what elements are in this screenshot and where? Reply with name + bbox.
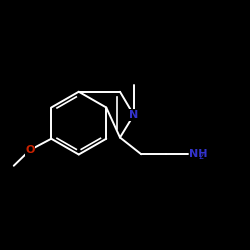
- Text: O: O: [25, 145, 35, 155]
- Text: N: N: [129, 110, 138, 120]
- Text: 2: 2: [199, 152, 204, 161]
- Text: NH: NH: [189, 149, 207, 159]
